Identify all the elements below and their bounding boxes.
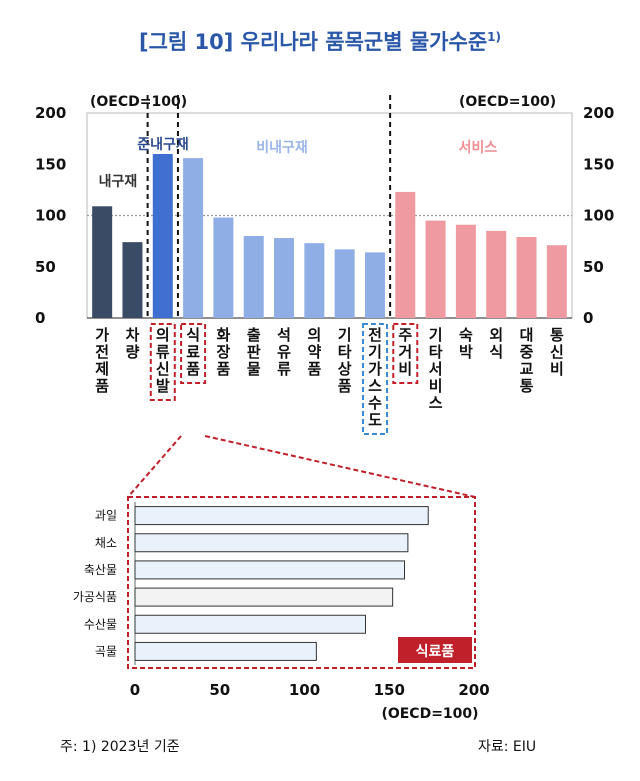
group-label: 서비스 — [459, 140, 498, 156]
footnote: 주: 1) 2023년 기준 — [60, 739, 180, 755]
detail-category-label: 가공식품 — [73, 590, 117, 604]
bar — [152, 154, 173, 318]
main-bar-chart: 0 0 50 50 100 100 150 150 200 200 (OECD=100) (OECD=… — [35, 94, 614, 435]
detail-category-label: 과일 — [95, 509, 117, 523]
y-unit-right: (OECD=100) — [459, 94, 556, 110]
bar — [425, 220, 446, 318]
y-tick-label-left: 50 — [35, 258, 56, 276]
bar — [486, 230, 507, 318]
detail-bar — [134, 587, 394, 607]
bar — [274, 238, 295, 318]
y-tick-label-left: 0 — [35, 309, 45, 327]
bar — [243, 236, 264, 318]
detail-x-tick-label: 150 — [374, 681, 405, 699]
detail-category-label: 수산물 — [84, 617, 117, 631]
y-tick-label-left: 200 — [35, 104, 66, 122]
group-label: 내구재 — [99, 174, 138, 190]
bar — [304, 243, 325, 318]
detail-bar — [134, 614, 367, 634]
y-tick-label-right: 100 — [583, 207, 614, 225]
detail-category-label: 채소 — [95, 536, 117, 550]
detail-frame — [127, 496, 476, 669]
y-tick-label-right: 150 — [583, 155, 614, 173]
highlight-box-food — [180, 323, 207, 384]
bar — [213, 217, 234, 318]
y-tick-label-right: 200 — [583, 104, 614, 122]
food-label-text: 식료품 — [416, 644, 455, 660]
detail-bar — [134, 506, 429, 526]
detail-x-tick-label: 50 — [209, 681, 230, 699]
y-tick-label-left: 100 — [35, 207, 66, 225]
y-unit-left: (OECD=100) — [90, 94, 187, 110]
detail-x-tick-label: 100 — [289, 681, 320, 699]
y-tick-label-right: 0 — [583, 309, 593, 327]
group-label: 준내구재 — [137, 137, 189, 153]
highlight-box-clothing — [149, 323, 176, 401]
chart-title: [그림 10] 우리나라 품목군별 물가수준1) — [0, 26, 640, 56]
bar — [546, 245, 567, 318]
detail-bar — [134, 533, 409, 553]
y-tick-label-right: 50 — [583, 258, 604, 276]
connector-line-left — [127, 435, 182, 498]
bar — [395, 191, 416, 318]
group-label: 비내구재 — [256, 140, 308, 156]
bar — [455, 224, 476, 318]
bar — [183, 158, 204, 318]
title-footnote-marker: 1) — [487, 30, 501, 44]
y-tick-label-left: 150 — [35, 155, 66, 173]
food-label-badge — [398, 637, 472, 663]
detail-bar — [134, 560, 406, 580]
bar — [516, 237, 537, 318]
highlight-box-housing — [392, 323, 419, 384]
bar — [92, 206, 113, 318]
detail-x-unit: (OECD=100) — [381, 706, 478, 722]
detail-bar — [134, 641, 317, 661]
bar — [334, 249, 355, 318]
detail-category-label: 축산물 — [84, 563, 117, 577]
connector-line-right — [204, 435, 476, 498]
highlight-box-utilities — [361, 323, 388, 435]
detail-x-tick-label: 200 — [458, 681, 489, 699]
detail-x-tick-label: 0 — [130, 681, 140, 699]
zoom-connector — [127, 435, 476, 498]
bar — [122, 242, 143, 318]
bar — [364, 252, 385, 318]
detail-category-label: 곡물 — [95, 644, 117, 658]
chart-title-text: [그림 10] 우리나라 품목군별 물가수준 — [139, 30, 488, 54]
source-credit: 자료: EIU — [478, 739, 537, 755]
